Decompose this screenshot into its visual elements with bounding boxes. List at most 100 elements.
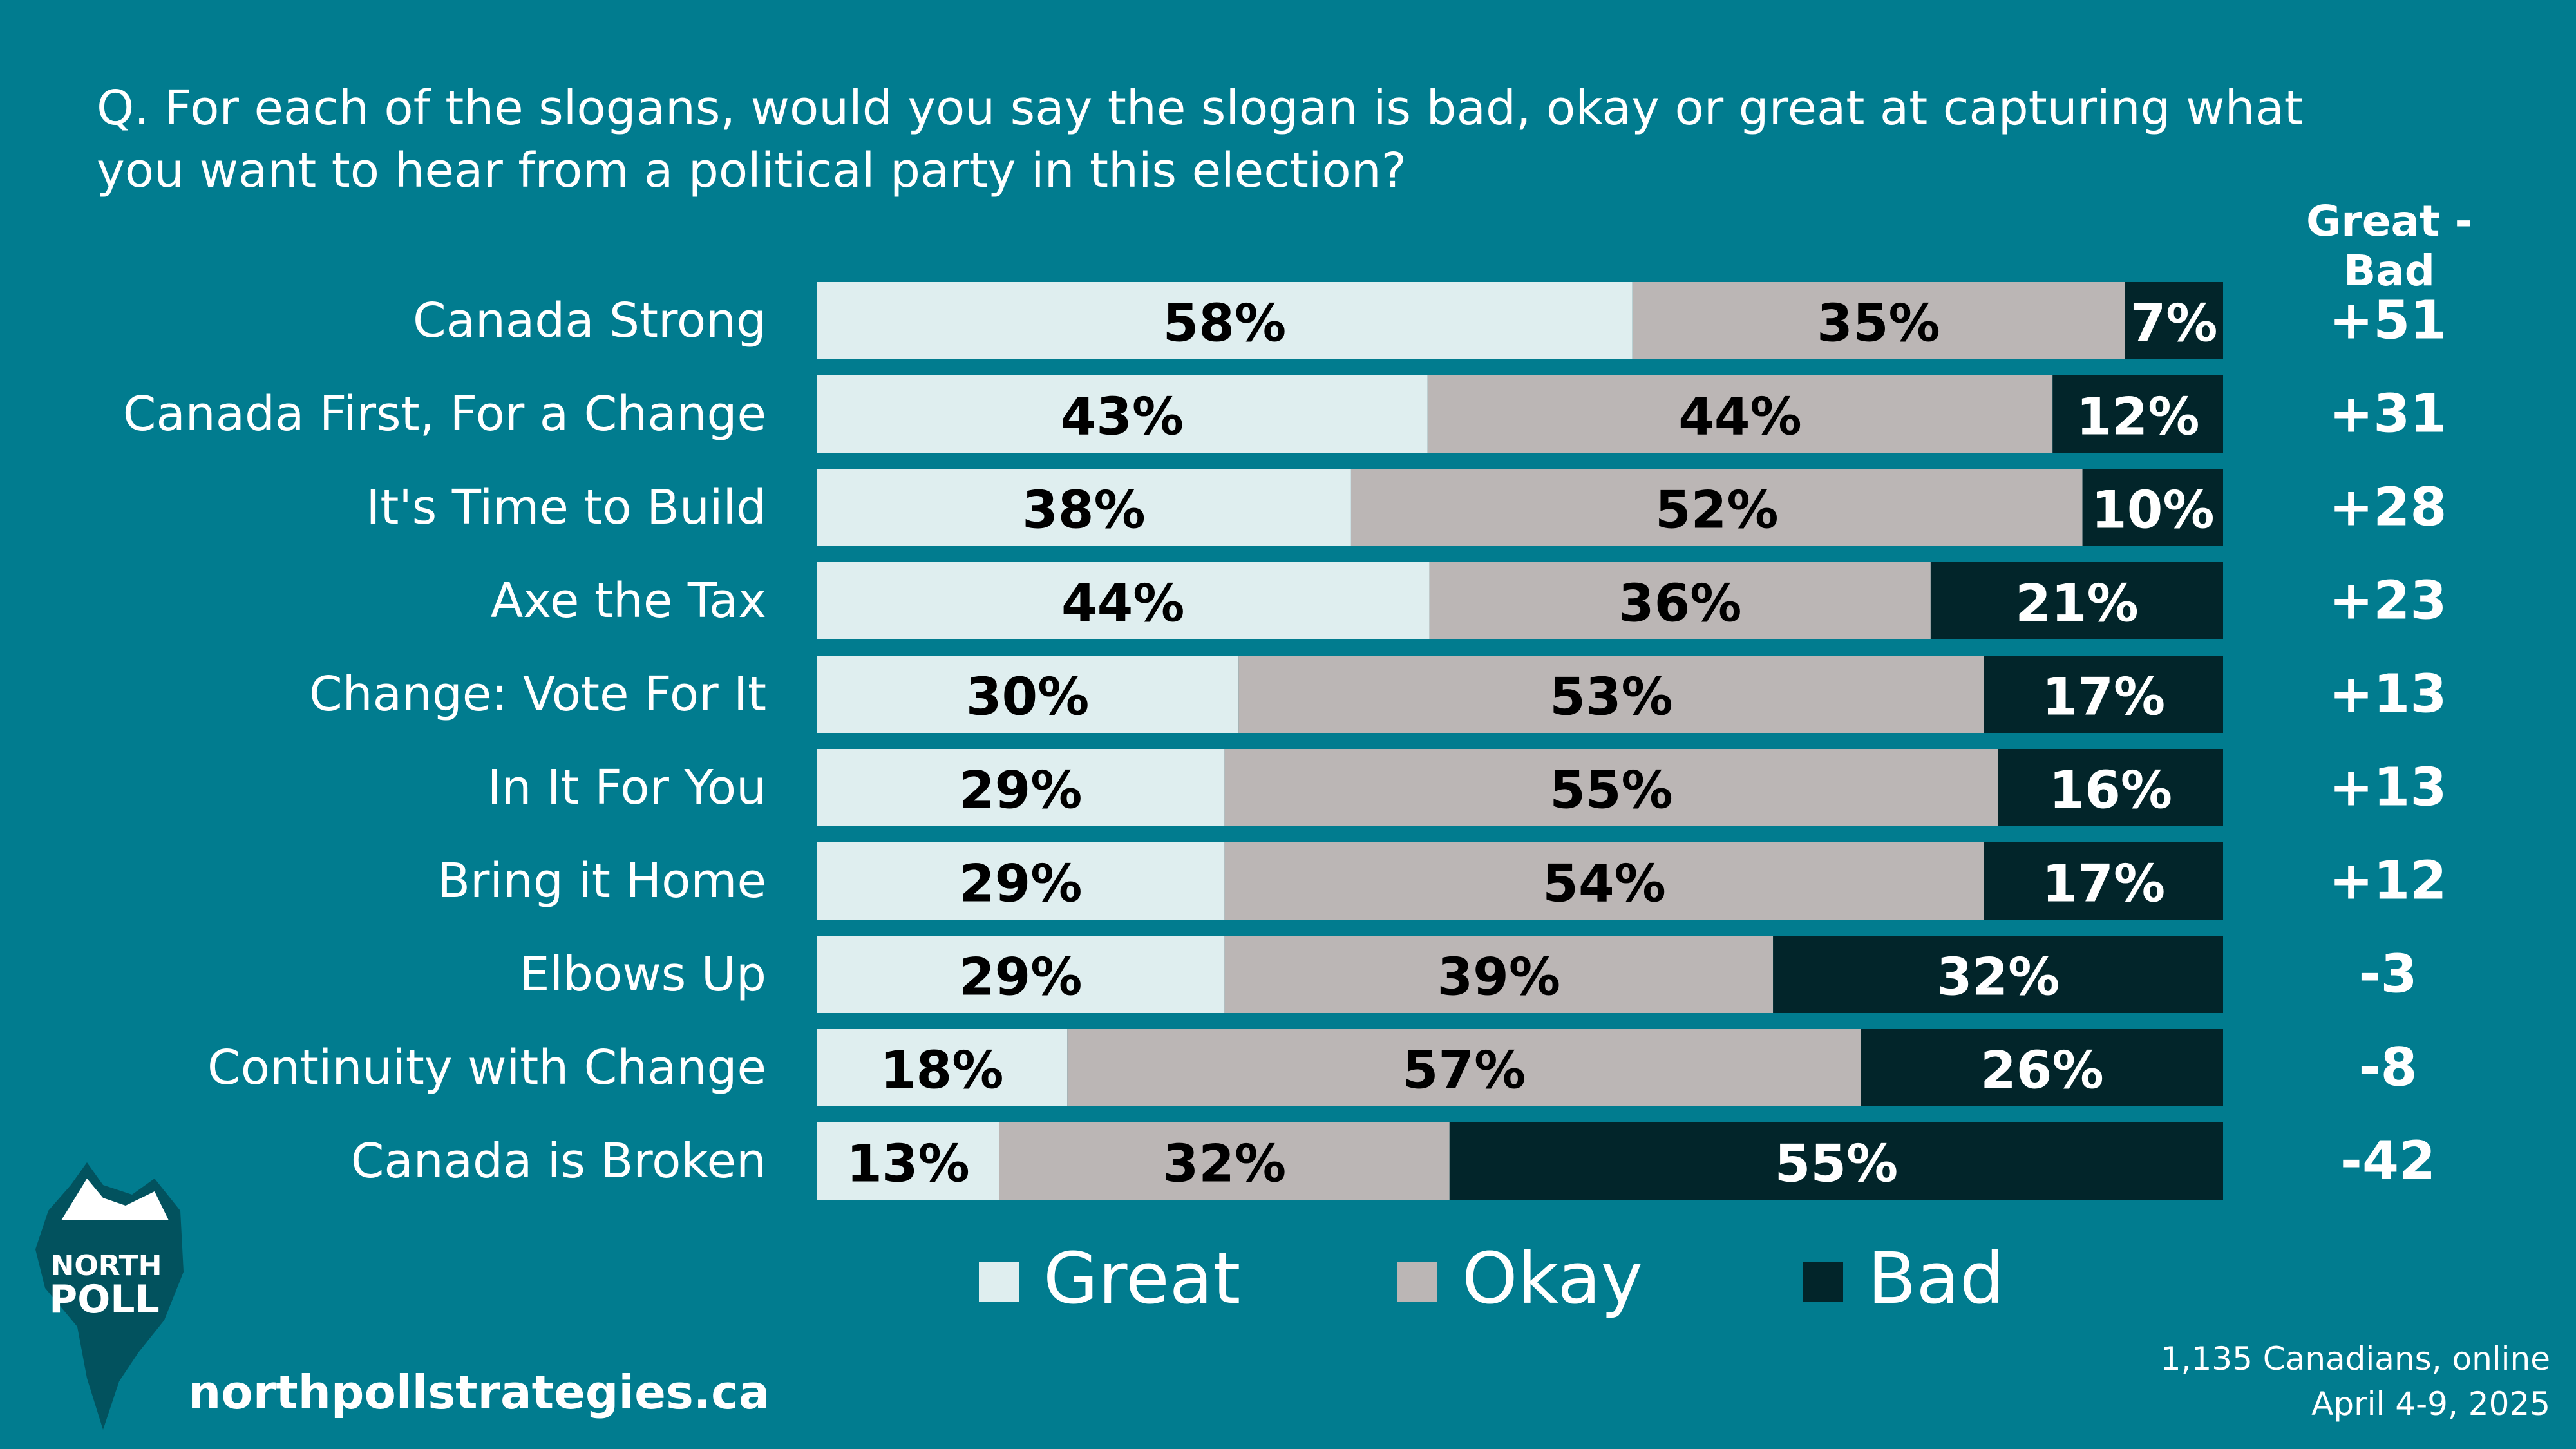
bar-segment-okay (1067, 1029, 1861, 1106)
bar-row: Canada is Broken 13% 32% 55% -42 (351, 1122, 2436, 1200)
north-poll-logo: NORTH POLL (35, 1162, 184, 1430)
data-label-okay: 39% (1437, 947, 1560, 1007)
bar-segment-great (817, 936, 1225, 1013)
net-score-label: +23 (2329, 571, 2447, 632)
data-label-great: 29% (959, 761, 1082, 820)
data-label-bad: 10% (2091, 480, 2214, 540)
category-label: Axe the Tax (491, 573, 766, 629)
data-label-okay: 55% (1549, 761, 1672, 820)
bar-segment-bad (1449, 1122, 2223, 1200)
logo-text-poll: POLL (49, 1277, 159, 1322)
bar-segment-great (817, 1029, 1068, 1106)
bar-segment-okay (1238, 656, 1984, 733)
legend-swatch-bad (1803, 1262, 1843, 1302)
data-label-okay: 53% (1549, 667, 1672, 727)
data-label-bad: 32% (1937, 947, 2060, 1007)
bar-segment-bad (1930, 562, 2223, 639)
legend-label-bad: Bad (1868, 1237, 2005, 1320)
bar-segment-bad (2052, 375, 2223, 453)
bar-row: In It For You 29% 55% 16% +13 (488, 749, 2447, 826)
bar-segment-bad (1984, 842, 2223, 920)
net-score-label: -8 (2358, 1037, 2417, 1099)
bar-segment-bad (1861, 1029, 2223, 1106)
data-label-okay: 32% (1163, 1134, 1286, 1194)
data-label-bad: 17% (2042, 854, 2165, 914)
bar-row: Bring it Home 29% 54% 17% +12 (437, 842, 2447, 920)
data-label-bad: 55% (1775, 1134, 1898, 1194)
legend-swatch-okay (1397, 1262, 1437, 1302)
data-label-bad: 7% (2130, 294, 2218, 354)
bar-row: Canada Strong 58% 35% 7% +51 (413, 282, 2447, 359)
bar-row: Continuity with Change 18% 57% 26% -8 (207, 1029, 2418, 1106)
data-label-bad: 17% (2042, 667, 2165, 727)
category-label: In It For You (488, 760, 766, 815)
bar-segment-bad (2125, 282, 2223, 359)
legend-label-great: Great (1043, 1237, 1241, 1320)
data-label-bad: 21% (2015, 574, 2138, 634)
data-label-bad: 16% (2049, 761, 2172, 820)
website-link[interactable]: northpollstrategies.ca (188, 1365, 770, 1419)
bar-segment-okay (1350, 469, 2083, 546)
bar-segment-okay (1224, 936, 1774, 1013)
category-label: Elbows Up (520, 947, 766, 1002)
legend-swatch-great (979, 1262, 1019, 1302)
net-score-label: +13 (2329, 757, 2447, 819)
source-dates: April 4-9, 2025 (2311, 1385, 2550, 1423)
source-sample: 1,135 Canadians, online (2160, 1340, 2550, 1378)
bar-segment-great (817, 842, 1225, 920)
bar-row: Canada First, For a Change 43% 44% 12% +31 (123, 375, 2447, 453)
category-label: Bring it Home (437, 853, 766, 909)
category-label: Canada is Broken (351, 1133, 766, 1189)
data-label-okay: 35% (1817, 294, 1940, 354)
net-score-label: +13 (2329, 664, 2447, 725)
bar-segment-okay (1632, 282, 2125, 359)
bar-segment-okay (999, 1122, 1450, 1200)
bar-row: Change: Vote For It 30% 53% 17% +13 (309, 656, 2447, 733)
category-label: Canada Strong (413, 293, 766, 348)
bar-segment-okay (1224, 749, 1998, 826)
bar-segment-great (817, 656, 1239, 733)
data-label-bad: 12% (2076, 387, 2199, 447)
net-score-label: +31 (2329, 384, 2447, 445)
bar-segment-great (817, 469, 1351, 546)
bar-segment-bad (1984, 656, 2223, 733)
stacked-bar-chart: Canada Strong 58% 35% 7% +51 Canada First, Fo… (123, 282, 2447, 1200)
data-label-great: 30% (966, 667, 1089, 727)
iceberg-shape (35, 1162, 184, 1430)
data-label-great: 43% (1061, 387, 1184, 447)
data-label-great: 29% (959, 854, 1082, 914)
data-label-okay: 54% (1542, 854, 1665, 914)
data-label-bad: 26% (1980, 1041, 2103, 1101)
net-score-label: +28 (2329, 477, 2447, 538)
bar-row: It's Time to Build 38% 52% 10% +28 (366, 469, 2447, 546)
data-label-great: 38% (1022, 480, 1145, 540)
data-label-great: 13% (846, 1134, 969, 1194)
data-label-great: 44% (1061, 574, 1184, 634)
source-note: 1,135 Canadians, online April 4-9, 2025 (2161, 1336, 2550, 1426)
question-title: Q. For each of the slogans, would you sa… (97, 80, 2303, 198)
data-label-great: 58% (1163, 294, 1286, 354)
net-score-label: -42 (2340, 1131, 2436, 1192)
iceberg-peak-shape (61, 1179, 169, 1220)
data-label-okay: 44% (1678, 387, 1801, 447)
net-score-label: -3 (2358, 944, 2417, 1005)
bar-segment-bad (2082, 469, 2223, 546)
bar-segment-great (817, 562, 1430, 639)
bar-segment-great (817, 375, 1428, 453)
net-score-label: +12 (2329, 851, 2447, 912)
bar-segment-bad (1773, 936, 2223, 1013)
category-label: It's Time to Build (366, 480, 766, 535)
bar-segment-okay (1224, 842, 1984, 920)
bar-row: Elbows Up 29% 39% 32% -3 (520, 936, 2418, 1013)
net-score-label: +51 (2329, 290, 2447, 352)
bar-segment-great (817, 749, 1225, 826)
data-label-great: 18% (880, 1041, 1003, 1101)
legend-label-okay: Okay (1462, 1237, 1643, 1320)
net-score-header: Great - Bad (2306, 196, 2472, 296)
bar-segment-okay (1427, 375, 2053, 453)
data-label-great: 29% (959, 947, 1082, 1007)
category-label: Continuity with Change (207, 1040, 766, 1095)
bar-segment-great (817, 1122, 999, 1200)
bar-segment-bad (1998, 749, 2223, 826)
logo-text-north: NORTH (51, 1249, 162, 1282)
